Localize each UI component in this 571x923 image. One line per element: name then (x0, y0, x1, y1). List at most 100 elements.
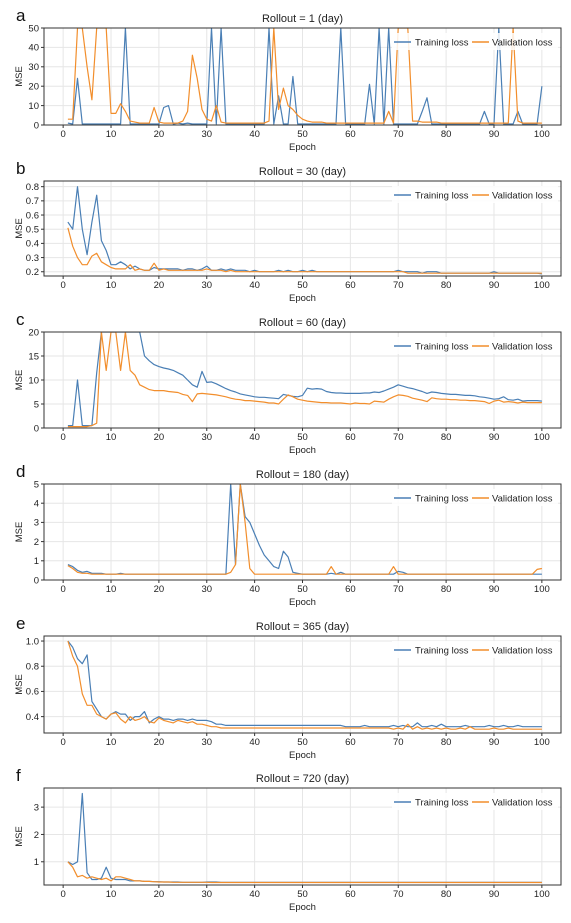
y-tick-label: 0 (34, 120, 39, 131)
x-tick-label: 80 (441, 280, 452, 291)
x-tick-label: 60 (345, 889, 356, 900)
x-axis-label: Epoch (289, 445, 316, 456)
legend: Training loss Validation loss (392, 186, 558, 203)
x-axis-label: Epoch (289, 142, 316, 153)
x-tick-label: 50 (297, 280, 308, 291)
y-tick-label: 0.7 (26, 196, 39, 207)
series-line-validation (67, 640, 542, 730)
x-tick-label: 60 (345, 432, 356, 443)
x-tick-label: 40 (249, 889, 260, 900)
y-tick-label: 3 (34, 518, 39, 529)
x-tick-label: 0 (60, 129, 65, 140)
y-tick-label: 0.8 (26, 662, 39, 673)
legend-label-training: Training loss (415, 37, 469, 48)
x-tick-label: 70 (393, 889, 404, 900)
legend-label-training: Training loss (415, 493, 469, 504)
x-tick-label: 70 (393, 280, 404, 291)
x-tick-label: 100 (534, 129, 550, 140)
y-axis-label: MSE (14, 66, 25, 87)
legend-label-training: Training loss (415, 190, 469, 201)
series-line-training (67, 640, 542, 728)
legend: Training loss Validation loss (392, 641, 558, 658)
x-tick-label: 0 (60, 737, 65, 748)
y-tick-label: 0 (34, 575, 39, 586)
y-tick-label: 50 (28, 23, 39, 34)
series-line-training (67, 332, 542, 427)
legend: Training loss Validation loss (392, 489, 558, 506)
y-tick-label: 40 (28, 43, 39, 54)
x-tick-label: 20 (154, 432, 165, 443)
x-tick-label: 30 (201, 129, 212, 140)
x-tick-label: 70 (393, 129, 404, 140)
y-tick-label: 15 (28, 351, 39, 362)
panel-letter: a (16, 6, 26, 25)
x-tick-label: 100 (534, 737, 550, 748)
x-tick-label: 20 (154, 129, 165, 140)
x-tick-label: 0 (60, 584, 65, 595)
y-tick-label: 0.8 (26, 182, 39, 193)
y-tick-label: 0.6 (26, 687, 39, 698)
legend: Training loss Validation loss (392, 337, 558, 354)
x-tick-label: 80 (441, 584, 452, 595)
y-tick-label: 10 (28, 101, 39, 112)
y-tick-label: 20 (28, 82, 39, 93)
x-tick-label: 90 (489, 584, 500, 595)
series-line-validation (67, 227, 542, 274)
panel-letter: e (16, 614, 25, 633)
y-tick-label: 0 (34, 423, 39, 434)
x-tick-label: 10 (106, 584, 117, 595)
x-tick-label: 50 (297, 129, 308, 140)
panel-title: Rollout = 60 (day) (259, 317, 346, 329)
panel-title: Rollout = 30 (day) (259, 166, 346, 178)
x-tick-label: 70 (393, 432, 404, 443)
y-tick-label: 1.0 (26, 636, 39, 647)
x-tick-label: 90 (489, 432, 500, 443)
y-axis-label: MSE (14, 826, 25, 847)
x-tick-label: 80 (441, 889, 452, 900)
x-tick-label: 30 (201, 280, 212, 291)
legend: Training loss Validation loss (392, 33, 558, 50)
y-tick-label: 10 (28, 375, 39, 386)
y-tick-label: 3 (34, 802, 39, 813)
y-tick-label: 0.4 (26, 239, 39, 250)
legend-label-validation: Validation loss (492, 341, 553, 352)
panel-letter: f (16, 766, 21, 785)
panel-title: Rollout = 1 (day) (262, 13, 343, 25)
x-tick-label: 30 (201, 889, 212, 900)
y-tick-label: 1 (34, 857, 39, 868)
y-tick-label: 5 (34, 479, 39, 490)
x-tick-label: 100 (534, 584, 550, 595)
x-tick-label: 90 (489, 889, 500, 900)
x-tick-label: 50 (297, 737, 308, 748)
x-tick-label: 20 (154, 889, 165, 900)
panel-title: Rollout = 720 (day) (256, 773, 349, 785)
x-tick-label: 50 (297, 432, 308, 443)
series-line-validation (67, 28, 542, 124)
panel-a: 0 10 20 30 40 50 60 70 80 90 100 0 10 20 30 40 50 Rollout… (14, 6, 562, 153)
y-tick-label: 0.6 (26, 210, 39, 221)
x-tick-label: 80 (441, 129, 452, 140)
x-tick-label: 0 (60, 432, 65, 443)
panel-title: Rollout = 180 (day) (256, 469, 349, 481)
series-line-validation (67, 484, 543, 575)
x-tick-label: 20 (154, 737, 165, 748)
x-tick-label: 50 (297, 889, 308, 900)
x-tick-label: 90 (489, 737, 500, 748)
y-axis-label: MSE (14, 522, 25, 543)
x-tick-label: 0 (60, 280, 65, 291)
panel-title: Rollout = 365 (day) (256, 621, 349, 633)
y-tick-label: 0.3 (26, 253, 39, 264)
legend-label-training: Training loss (415, 341, 469, 352)
x-tick-label: 60 (345, 737, 356, 748)
x-tick-label: 70 (393, 584, 404, 595)
x-tick-label: 20 (154, 584, 165, 595)
x-tick-label: 70 (393, 737, 404, 748)
x-tick-label: 40 (249, 432, 260, 443)
legend-label-validation: Validation loss (492, 190, 553, 201)
panel-letter: c (16, 310, 25, 329)
x-axis-label: Epoch (289, 293, 316, 304)
x-tick-label: 10 (106, 432, 117, 443)
panel-letter: b (16, 159, 25, 178)
x-tick-label: 40 (249, 584, 260, 595)
series-line-training (67, 28, 543, 125)
